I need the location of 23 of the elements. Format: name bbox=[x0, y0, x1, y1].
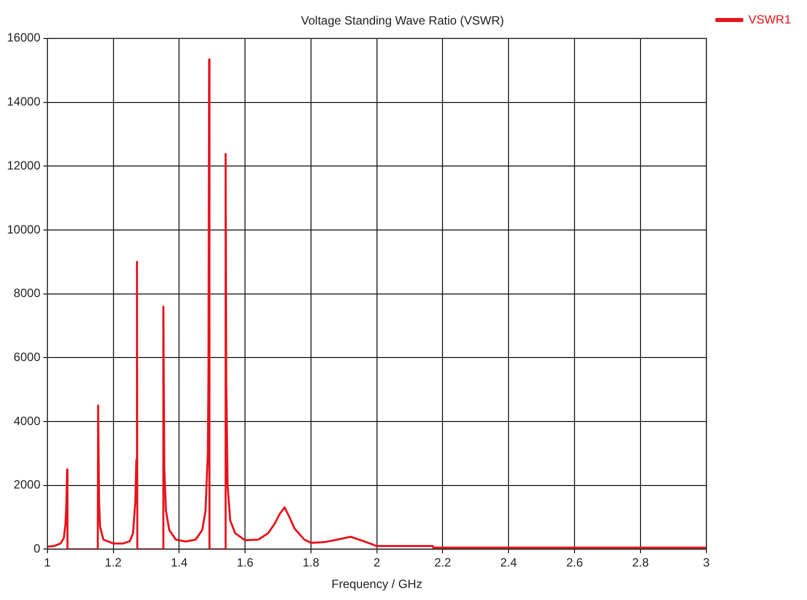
chart-title: Voltage Standing Wave Ratio (VSWR) bbox=[301, 14, 504, 28]
y-tick-label: 4000 bbox=[14, 414, 41, 428]
x-tick-label: 2 bbox=[374, 556, 381, 570]
y-tick-label: 16000 bbox=[6, 30, 41, 45]
y-tick-label: 8000 bbox=[14, 286, 41, 300]
x-tick-label: 3 bbox=[702, 556, 710, 570]
x-tick-label: 1 bbox=[44, 556, 52, 570]
y-tick-label: 10000 bbox=[6, 222, 41, 236]
x-axis-title: Frequency / GHz bbox=[331, 577, 422, 592]
x-tick-label: 1.6 bbox=[236, 556, 254, 570]
x-tick-label: 2.6 bbox=[566, 556, 584, 570]
legend-label: VSWR1 bbox=[748, 12, 792, 26]
y-tick-label: 6000 bbox=[14, 350, 41, 364]
x-tick-label: 2.8 bbox=[632, 556, 650, 570]
x-tick-label: 2.4 bbox=[500, 556, 518, 570]
y-tick-label: 0 bbox=[34, 542, 41, 556]
y-tick-label: 12000 bbox=[6, 158, 41, 172]
y-tick-label: 14000 bbox=[6, 94, 41, 109]
y-tick-label: 2000 bbox=[14, 478, 41, 492]
x-tick-label: 2.2 bbox=[434, 556, 452, 570]
x-tick-label: 1.4 bbox=[170, 556, 188, 570]
x-tick-label: 1.8 bbox=[302, 556, 320, 570]
x-tick-label: 1.2 bbox=[104, 556, 122, 570]
